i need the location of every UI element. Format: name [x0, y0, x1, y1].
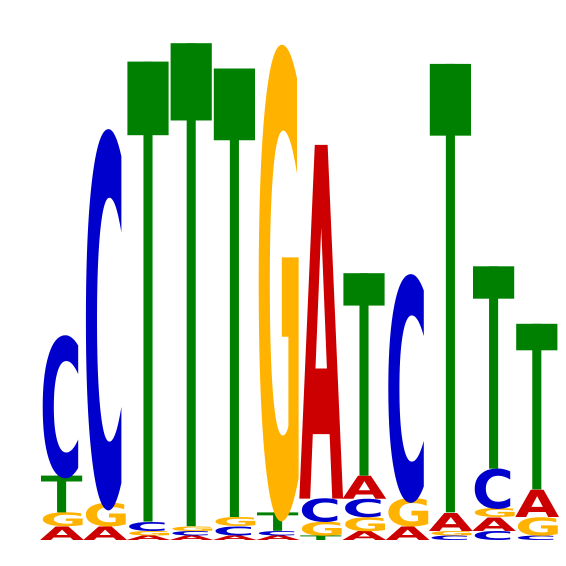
glyph-g: G — [213, 515, 260, 530]
glyph-g: G — [385, 492, 432, 536]
svg-text:G: G — [429, 530, 476, 537]
svg-text:C: C — [429, 534, 471, 541]
glyph-c: C — [169, 530, 211, 537]
svg-text:G: G — [342, 513, 389, 535]
svg-text:G: G — [40, 509, 87, 531]
glyph-t — [41, 475, 83, 513]
glyph-c: C — [40, 300, 82, 521]
glyph-c: C — [472, 459, 514, 521]
glyph-t — [257, 512, 299, 531]
glyph-c: C — [385, 219, 427, 566]
position-2: AGC — [83, 35, 130, 566]
glyph-g: G — [256, 0, 303, 566]
position-9: AGC — [385, 219, 432, 566]
glyph-c: C — [213, 524, 255, 539]
svg-text:G: G — [472, 505, 519, 520]
glyph-g: G — [342, 513, 389, 535]
glyph-c: C — [342, 494, 384, 523]
svg-text:G: G — [213, 515, 260, 530]
svg-text:C: C — [256, 530, 298, 537]
glyph-c: C — [126, 519, 168, 534]
svg-text:A: A — [169, 534, 214, 541]
glyph-t — [127, 61, 169, 522]
svg-text:A: A — [83, 523, 127, 545]
svg-text:A: A — [40, 523, 84, 545]
svg-text:C: C — [515, 534, 557, 541]
glyph-c: C — [515, 534, 557, 541]
glyph-c: C — [299, 492, 341, 529]
svg-text:C: C — [342, 494, 384, 523]
svg-text:G: G — [299, 518, 346, 540]
position-4: ACG — [169, 43, 216, 542]
position-1: AGC — [40, 300, 87, 545]
glyph-t — [516, 323, 558, 490]
svg-text:A: A — [472, 513, 516, 535]
svg-text:A: A — [429, 508, 473, 537]
svg-text:C: C — [126, 519, 168, 534]
svg-text:C: C — [385, 219, 427, 566]
glyph-g: G — [169, 525, 216, 532]
svg-text:C: C — [472, 459, 514, 521]
svg-text:A: A — [342, 528, 386, 543]
svg-text:A: A — [213, 534, 258, 541]
glyph-a: A — [40, 523, 84, 545]
position-3: AGC — [126, 61, 173, 542]
glyph-t — [300, 535, 342, 540]
glyph-g: G — [40, 509, 87, 531]
svg-text:A: A — [256, 534, 301, 541]
glyph-a: A — [83, 523, 127, 545]
glyph-a: A — [342, 528, 386, 543]
glyph-a: A — [126, 534, 171, 541]
svg-text:C: C — [299, 492, 341, 529]
glyph-c: C — [429, 534, 471, 541]
svg-text:G: G — [515, 513, 562, 542]
glyph-g: G — [126, 530, 173, 537]
glyph-t — [343, 273, 385, 476]
svg-text:A: A — [299, 49, 344, 566]
glyph-g: G — [472, 505, 519, 520]
svg-text:G: G — [126, 530, 173, 537]
position-12: CGA — [515, 323, 562, 542]
svg-text:C: C — [83, 35, 125, 566]
glyph-g: G — [83, 497, 130, 534]
svg-text:C: C — [40, 300, 82, 521]
glyph-a: A — [299, 49, 344, 566]
svg-text:G: G — [385, 492, 432, 536]
glyph-a: A — [429, 508, 473, 537]
glyph-a: A — [515, 483, 560, 527]
glyph-t — [473, 266, 515, 469]
glyph-a: A — [256, 534, 301, 541]
svg-text:C: C — [472, 528, 514, 543]
svg-text:C: C — [169, 530, 211, 537]
glyph-c: C — [83, 35, 125, 566]
glyph-c: C — [256, 530, 298, 537]
glyph-a: A — [385, 523, 429, 545]
glyph-t — [429, 63, 471, 513]
svg-text:A: A — [385, 523, 429, 545]
glyph-c: C — [472, 528, 514, 543]
svg-text:C: C — [213, 524, 255, 539]
svg-text:A: A — [515, 483, 560, 527]
position-6: ACG — [256, 0, 303, 566]
svg-text:A: A — [126, 534, 171, 541]
svg-text:G: G — [169, 525, 216, 532]
glyph-a: A — [169, 534, 214, 541]
position-5: ACG — [213, 68, 260, 542]
position-10: CGA — [429, 63, 476, 542]
glyph-g: G — [299, 518, 346, 540]
glyph-a: A — [213, 534, 258, 541]
svg-text:G: G — [83, 497, 130, 534]
glyph-g: G — [429, 530, 476, 537]
glyph-t — [213, 68, 255, 517]
position-7: GCA — [299, 49, 346, 566]
glyph-a: A — [472, 513, 516, 535]
glyph-g: G — [515, 513, 562, 542]
svg-text:G: G — [256, 0, 303, 566]
glyph-t — [170, 43, 212, 527]
